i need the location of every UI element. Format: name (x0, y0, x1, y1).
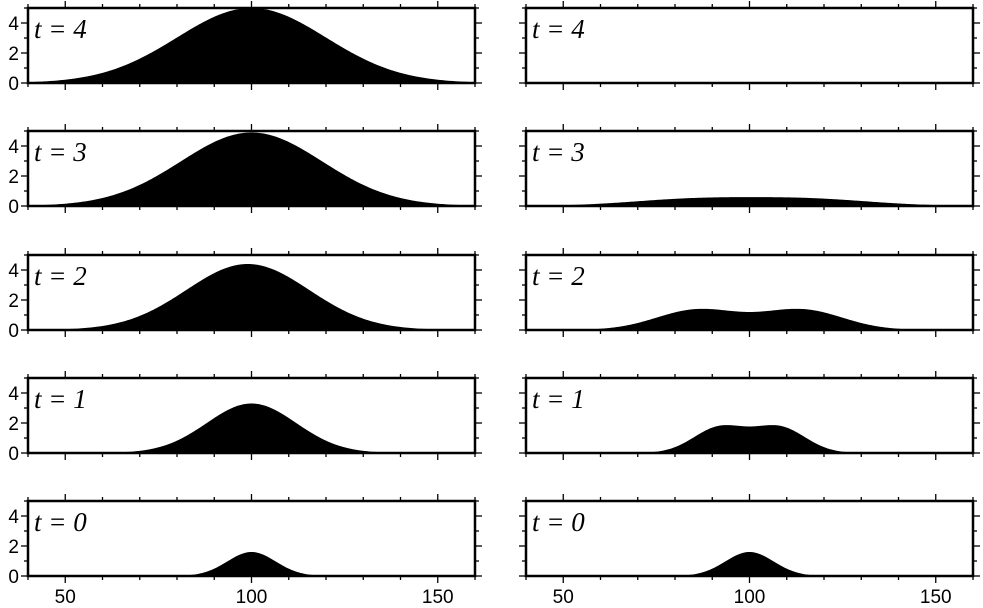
curve-area (28, 8, 475, 83)
y-tick-label: 4 (8, 384, 19, 405)
y-tick-label: 2 (8, 44, 19, 65)
panel-frame (524, 129, 975, 208)
panel-1-0: t = 4 (519, 1, 980, 90)
x-tick-label: 50 (553, 587, 574, 608)
y-tick-label: 0 (8, 74, 19, 95)
panel-1-2: t = 2 (519, 248, 980, 337)
curve-area (28, 403, 475, 453)
panel-label: t = 0 (34, 507, 87, 537)
panel-1-3: t = 1 (519, 371, 980, 460)
panel-1-1: t = 3 (519, 124, 980, 213)
y-tick-label: 0 (8, 321, 19, 342)
x-tick-label: 150 (920, 587, 952, 608)
y-tick-label: 0 (8, 444, 19, 465)
x-tick-label: 100 (236, 587, 268, 608)
panel-label: t = 4 (34, 14, 87, 44)
curve-area (526, 197, 973, 206)
panel-label: t = 3 (532, 137, 585, 167)
y-tick-label: 4 (8, 261, 19, 282)
x-tick-label: 150 (422, 587, 454, 608)
y-tick-label: 0 (8, 567, 19, 588)
curve-area (526, 552, 973, 576)
panel-label: t = 2 (34, 261, 87, 291)
y-tick-label: 2 (8, 537, 19, 558)
panel-label: t = 2 (532, 261, 585, 291)
panel-0-4: 0 2 4 50 100 150 t = 0 (8, 494, 482, 608)
panel-label: t = 3 (34, 137, 87, 167)
curve-area (526, 425, 973, 453)
curve-area (28, 264, 475, 330)
panel-0-1: 0 2 4 t = 3 (8, 124, 482, 218)
panel-label: t = 4 (532, 14, 585, 44)
panel-0-2: 0 2 4 t = 2 (8, 248, 482, 342)
panel-label: t = 0 (532, 507, 585, 537)
panel-label: t = 1 (34, 384, 87, 414)
curve-area (28, 132, 475, 206)
y-tick-label: 2 (8, 167, 19, 188)
curve-area (526, 308, 973, 330)
y-tick-label: 2 (8, 291, 19, 312)
x-tick-label: 100 (734, 587, 766, 608)
panel-frame (524, 6, 975, 85)
x-tick-label: 50 (55, 587, 76, 608)
curve-area (28, 552, 475, 576)
panel-label: t = 1 (532, 384, 585, 414)
y-tick-label: 4 (8, 14, 19, 35)
panel-0-0: 0 2 4 t = 4 (8, 1, 482, 95)
y-tick-label: 2 (8, 414, 19, 435)
y-tick-label: 0 (8, 197, 19, 218)
panel-0-3: 0 2 4 t = 1 (8, 371, 482, 465)
y-tick-label: 4 (8, 137, 19, 158)
y-tick-label: 4 (8, 507, 19, 528)
panel-1-4: 50 100 150 t = 0 (519, 494, 980, 608)
